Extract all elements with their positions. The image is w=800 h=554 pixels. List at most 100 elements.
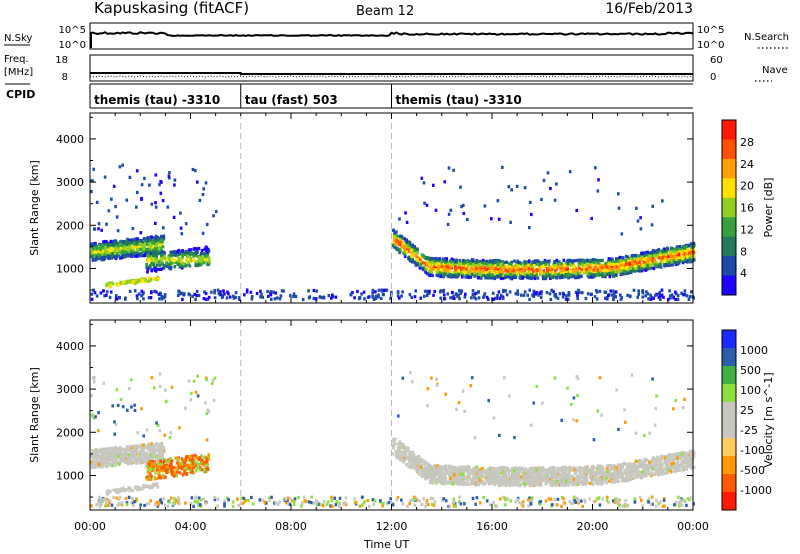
power-cell <box>651 257 655 261</box>
velocity-cell <box>142 449 145 453</box>
power-cell <box>196 250 199 254</box>
power-cell <box>606 263 609 267</box>
velocity-cell <box>477 476 480 480</box>
velocity-cell <box>128 448 131 452</box>
power-cell <box>477 296 481 300</box>
power-cell <box>192 258 196 262</box>
velocity-cell <box>160 469 164 473</box>
velocity-cell <box>165 465 169 469</box>
power-cell <box>584 262 587 266</box>
power-cell <box>250 297 254 301</box>
velocity-cell <box>493 473 497 477</box>
power-cell <box>619 293 622 297</box>
velocity-cell <box>475 465 479 469</box>
power-cell <box>682 248 685 252</box>
velocity-cell <box>127 457 130 461</box>
velocity-cell <box>122 455 125 459</box>
velocity-cell <box>148 472 152 476</box>
power-cell <box>154 234 158 238</box>
power-cell <box>588 263 591 268</box>
power-cell <box>195 247 199 251</box>
power-cell <box>481 258 485 262</box>
power-cell <box>156 241 160 245</box>
power-cell <box>592 260 596 264</box>
power-cell <box>159 243 162 247</box>
power-cell <box>522 293 526 297</box>
velocity-cell <box>568 465 571 469</box>
power-cell <box>453 271 457 275</box>
power-cell <box>318 295 322 299</box>
power-cell <box>115 255 118 259</box>
power-cell <box>150 256 153 260</box>
velocity-cell <box>181 463 184 467</box>
power-cell <box>469 275 473 279</box>
power-cell <box>150 235 154 239</box>
power-cell <box>646 263 649 267</box>
velocity-cell <box>663 467 667 471</box>
power-cell <box>674 263 678 267</box>
power-cell <box>639 227 643 231</box>
power-cell <box>403 237 406 241</box>
power-cell <box>312 288 316 293</box>
power-cell <box>624 266 628 270</box>
power-cell <box>123 254 127 258</box>
power-cell <box>432 183 435 187</box>
power-cell <box>121 163 124 167</box>
velocity-cell <box>195 461 198 465</box>
freq-label-line1: Freq. <box>4 54 29 65</box>
power-cell <box>405 240 408 244</box>
power-cell <box>453 266 457 270</box>
velocity-cell <box>153 464 156 468</box>
power-cell <box>98 254 101 258</box>
power-cell <box>158 183 161 187</box>
power-cell <box>633 256 637 260</box>
power-cell <box>390 290 393 294</box>
velocity-cell <box>507 471 511 475</box>
power-cell <box>416 263 420 267</box>
power-cell <box>463 268 466 272</box>
power-cell <box>148 276 151 280</box>
power-cell <box>163 295 167 299</box>
power-cell <box>125 253 128 257</box>
velocity-cell <box>166 470 169 475</box>
power-cell <box>483 266 487 270</box>
power-cell <box>453 296 456 300</box>
power-cell <box>128 289 132 293</box>
power-cell <box>98 244 102 248</box>
power-cell <box>439 289 443 293</box>
power-cell <box>395 230 398 234</box>
power-cell <box>204 256 207 260</box>
velocity-cell <box>155 455 158 459</box>
power-cell <box>400 244 403 248</box>
power-cell <box>97 227 100 231</box>
power-cell <box>374 296 378 300</box>
power-cell <box>144 278 147 282</box>
power-cell <box>154 247 157 251</box>
velocity-cell <box>169 457 172 461</box>
velocity-cell <box>607 479 611 483</box>
power-cell <box>520 270 524 274</box>
power-cell <box>553 260 556 265</box>
freq-right-bottom-tick: 0 <box>710 72 716 83</box>
power-cell <box>546 260 549 264</box>
power-cell <box>454 273 458 277</box>
power-cell <box>108 250 111 255</box>
velocity-cell <box>597 464 600 468</box>
power-cell <box>168 171 171 175</box>
power-cell <box>136 297 139 301</box>
power-cell <box>203 290 206 294</box>
power-cell <box>641 295 645 299</box>
power-cell <box>504 260 507 265</box>
power-cell <box>117 282 121 286</box>
power-cell <box>118 250 121 254</box>
power-cell <box>617 206 621 210</box>
velocity-cell <box>203 468 206 472</box>
power-cell <box>111 282 115 286</box>
power-cell <box>600 266 604 270</box>
power-cell <box>207 249 211 253</box>
power-cell <box>374 290 377 294</box>
power-cell <box>292 292 296 296</box>
velocity-cell <box>111 451 115 455</box>
power-cell <box>572 272 576 276</box>
power-cell <box>161 199 165 203</box>
